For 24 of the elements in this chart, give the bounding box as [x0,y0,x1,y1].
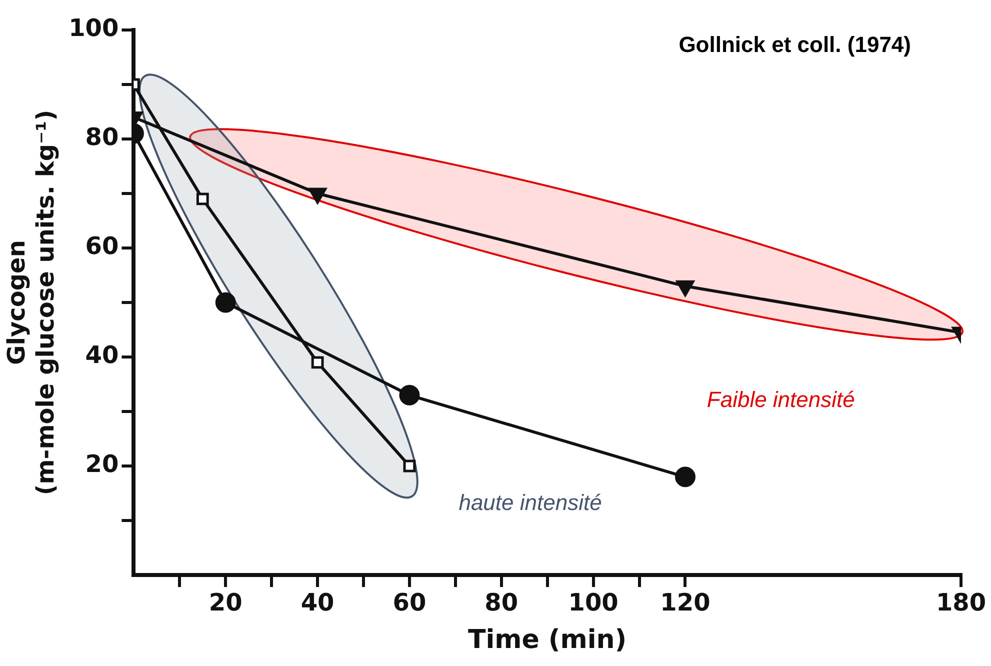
point [311,356,324,369]
y-tick-label: 20 [85,450,119,478]
x-tick-label: 60 [392,588,426,617]
text: (m-mole glucose units. kg⁻¹) [31,110,60,496]
x-tick-label: 40 [300,588,334,617]
x-tick-label: 80 [484,588,518,617]
x-tick-label: 100 [568,588,618,617]
y-tick-label: 80 [85,123,119,152]
y-tick-label: 100 [68,14,119,42]
chart-title: Gollnick et coll. (1974) [678,32,911,58]
annotation: Faible intensité [706,386,855,413]
point [674,466,696,488]
x-tick-label: 20 [208,588,242,617]
text: Glycogen [2,240,31,365]
x-axis-title: Time (min) [468,625,627,656]
y-tick-label: 60 [85,232,119,260]
point [403,460,416,472]
x-tick-label: 180 [936,588,986,617]
x-tick-label: 120 [660,588,710,617]
y-tick-label: 40 [85,341,119,370]
point [399,384,420,406]
annotation: haute intensité [458,490,602,516]
point [196,192,209,206]
point [215,292,236,313]
